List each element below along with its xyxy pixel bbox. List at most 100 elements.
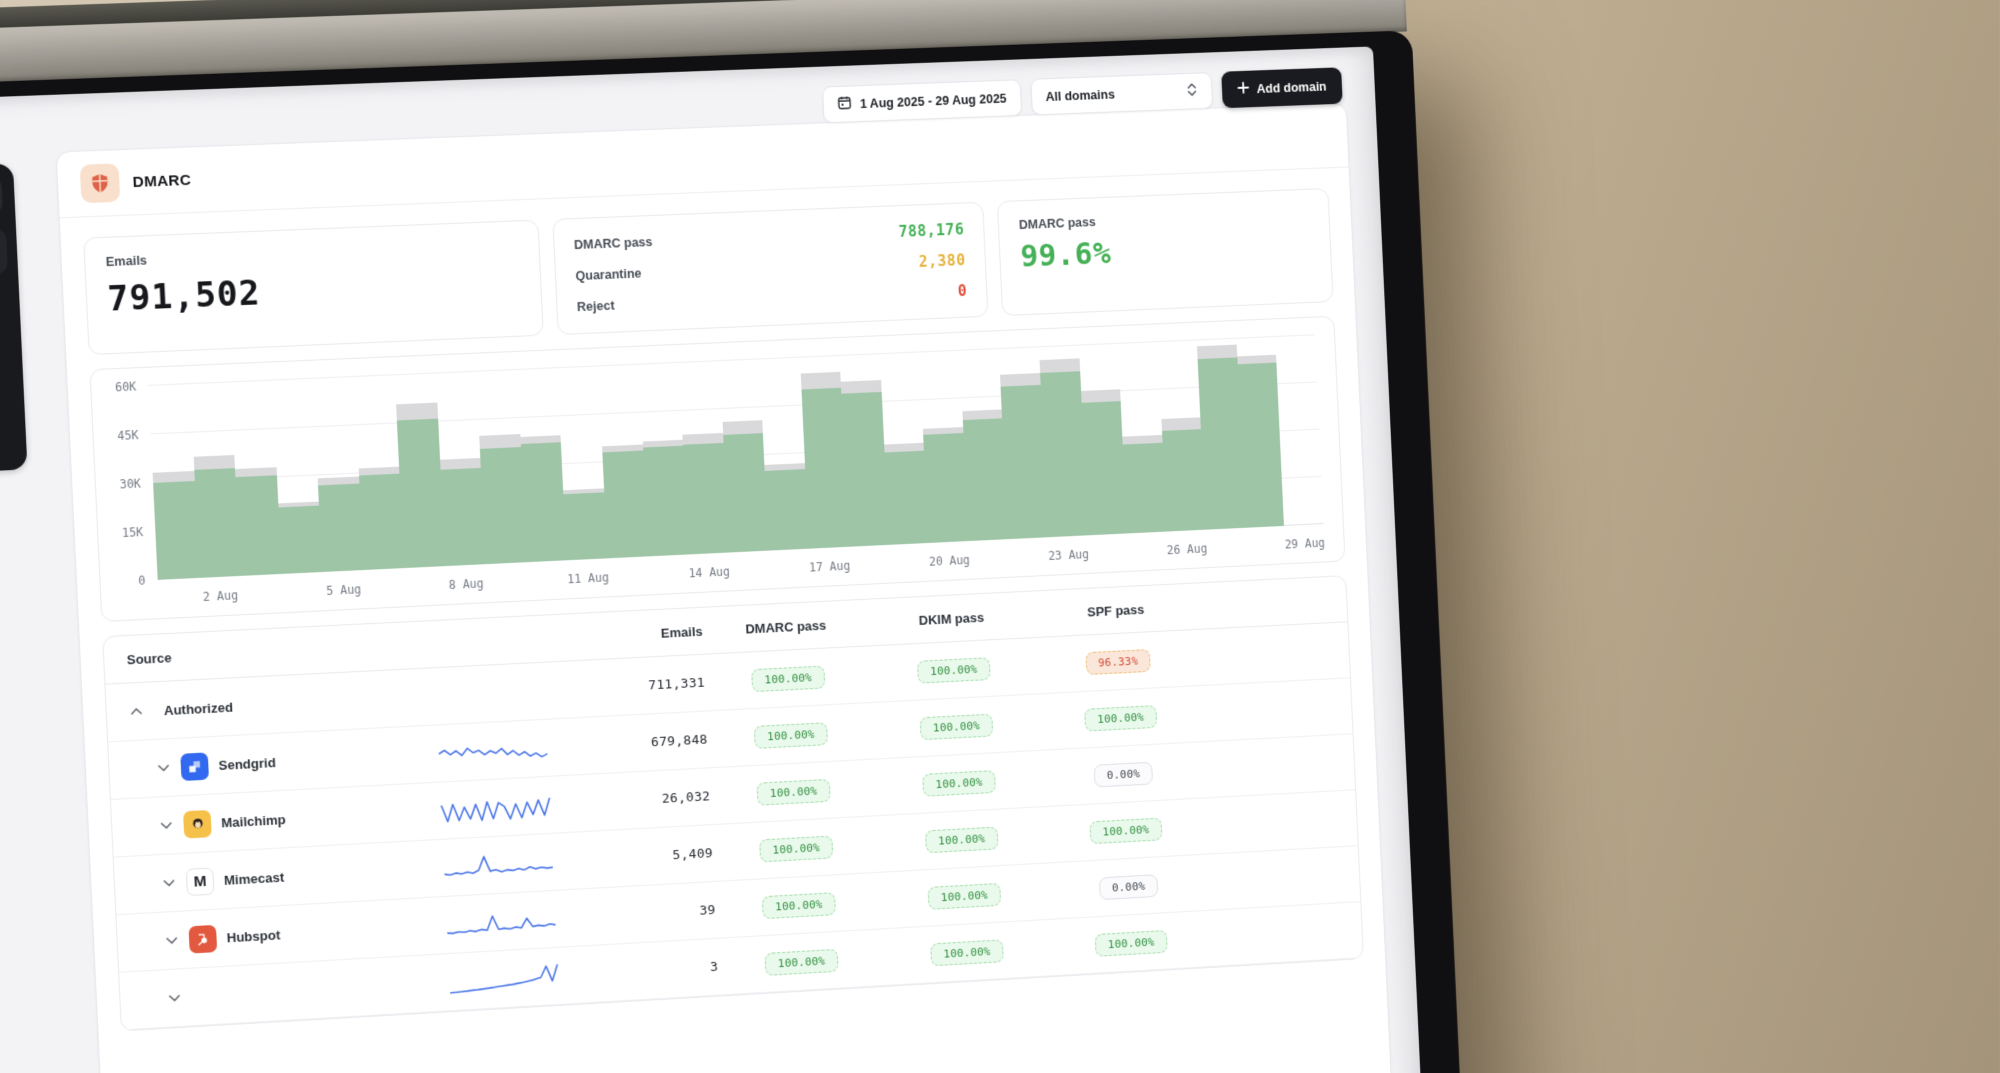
dmarc-pass-cell: 100.00% bbox=[704, 663, 871, 694]
dkim-pass-cell: 100.00% bbox=[871, 654, 1037, 685]
panel-header: DMARC bbox=[56, 103, 1349, 219]
spf-pass-badge: 100.00% bbox=[1094, 929, 1168, 957]
row-expand-chevron-icon[interactable] bbox=[162, 878, 177, 887]
row-expand-chevron-icon[interactable] bbox=[167, 994, 182, 1003]
dkim-pass-cell: 100.00% bbox=[881, 880, 1047, 912]
sources-table: Source Emails DMARC pass DKIM pass SPF p… bbox=[102, 575, 1364, 1032]
source-cell: Hubspot bbox=[140, 913, 427, 956]
emails-value: 711,331 bbox=[648, 675, 706, 693]
sparkline bbox=[415, 690, 565, 698]
dmarc-dashboard-app: 1 Aug 2025 - 29 Aug 2025 All domains bbox=[0, 46, 1431, 1073]
domain-filter-select[interactable]: All domains bbox=[1030, 72, 1213, 116]
spf-pass-cell: 0.00% bbox=[1046, 871, 1211, 903]
monitor-bezel: 1 Aug 2025 - 29 Aug 2025 All domains bbox=[0, 31, 1469, 1073]
emails-value: 679,848 bbox=[650, 731, 709, 750]
workspace-switcher-button[interactable] bbox=[0, 175, 3, 215]
emails-value: 26,032 bbox=[661, 788, 711, 807]
emails-total: 791,502 bbox=[106, 273, 262, 320]
dmarc-pass-cell: 100.00% bbox=[707, 719, 874, 751]
emails-stat-card: Emails 791,502 bbox=[83, 219, 544, 356]
pass-rate-card: DMARC pass 99.6% bbox=[997, 187, 1334, 317]
hubspot-icon bbox=[188, 924, 218, 954]
column-spf-pass: SPF pass bbox=[1086, 601, 1145, 620]
dmarc-pass-badge: 100.00% bbox=[759, 835, 834, 862]
row-expand-chevron-icon[interactable] bbox=[164, 936, 179, 945]
dkim-pass-badge: 100.00% bbox=[922, 769, 996, 797]
quarantine-row: Quarantine 2,380 bbox=[575, 251, 966, 285]
domain-filter-value: All domains bbox=[1045, 87, 1116, 104]
row-expand-chevron-icon[interactable] bbox=[159, 821, 174, 830]
sparkline bbox=[422, 844, 574, 886]
dmarc-shield-icon bbox=[79, 163, 121, 204]
date-range-picker[interactable]: 1 Aug 2025 - 29 Aug 2025 bbox=[821, 79, 1023, 124]
dmarc-pass-row: DMARC pass 788,176 bbox=[574, 220, 965, 254]
source-cell bbox=[143, 979, 429, 1003]
source-name: Hubspot bbox=[226, 926, 281, 945]
dmarc-pass-cell: 100.00% bbox=[712, 833, 879, 865]
emails-value: 5,409 bbox=[672, 845, 714, 863]
emails-value: 3 bbox=[709, 959, 719, 975]
quarantine-count: 2,380 bbox=[918, 251, 967, 271]
date-range-label: 1 Aug 2025 - 29 Aug 2025 bbox=[859, 91, 1007, 111]
dkim-pass-cell: 100.00% bbox=[876, 767, 1042, 799]
sparkline bbox=[425, 901, 577, 944]
row-expand-chevron-icon[interactable] bbox=[156, 763, 171, 772]
quarantine-label: Quarantine bbox=[575, 266, 642, 284]
dmarc-pass-badge: 100.00% bbox=[761, 891, 836, 919]
reject-label: Reject bbox=[576, 298, 615, 315]
chevron-up-down-icon bbox=[1185, 82, 1198, 101]
source-name: Sendgrid bbox=[218, 754, 277, 773]
source-cell: M Mimecast bbox=[137, 855, 424, 898]
pass-rate-label: DMARC pass bbox=[1018, 215, 1096, 233]
sparkline bbox=[420, 787, 572, 829]
emails-chart-card: 0 15K 30K 45K 60K 2 Aug 5 Aug 8 Aug 11 Aug 14 Au… bbox=[89, 315, 1346, 623]
sparkline bbox=[417, 730, 569, 772]
dkim-pass-badge: 100.00% bbox=[927, 882, 1002, 910]
dkim-pass-badge: 100.00% bbox=[917, 656, 991, 684]
dkim-pass-cell: 100.00% bbox=[873, 711, 1039, 742]
spf-pass-cell: 0.00% bbox=[1041, 758, 1206, 789]
calendar-icon bbox=[837, 95, 852, 112]
sidebar-item[interactable] bbox=[0, 227, 8, 278]
dkim-pass-badge: 100.00% bbox=[924, 826, 999, 853]
sparkline bbox=[428, 958, 580, 1001]
page-title: DMARC bbox=[132, 171, 192, 191]
dkim-pass-badge: 100.00% bbox=[919, 713, 994, 740]
dmarc-pass-badge: 100.00% bbox=[756, 778, 831, 806]
pass-rate-value: 99.6% bbox=[1019, 236, 1112, 275]
monitor: 1 Aug 2025 - 29 Aug 2025 All domains bbox=[0, 0, 1469, 1073]
spf-pass-cell: 100.00% bbox=[1049, 927, 1214, 959]
dmarc-breakdown-card: DMARC pass 788,176 Quarantine 2,380 Reje… bbox=[551, 201, 989, 336]
chart-bars bbox=[148, 335, 1323, 580]
row-expand-chevron-icon[interactable] bbox=[129, 707, 144, 716]
dkim-pass-badge: 100.00% bbox=[930, 938, 1004, 966]
source-cell: Sendgrid bbox=[131, 741, 418, 783]
dmarc-pass-badge: 100.00% bbox=[753, 721, 828, 749]
sidebar bbox=[0, 163, 28, 475]
column-source: Source bbox=[126, 649, 173, 667]
spf-pass-badge: 96.33% bbox=[1084, 648, 1152, 675]
dkim-pass-cell: 100.00% bbox=[884, 936, 1050, 968]
screen: 1 Aug 2025 - 29 Aug 2025 All domains bbox=[0, 46, 1431, 1073]
dkim-pass-cell: 100.00% bbox=[879, 824, 1045, 856]
dmarc-pass-count: 788,176 bbox=[898, 220, 965, 241]
emails-value: 39 bbox=[699, 902, 717, 919]
dmarc-pass-cell: 100.00% bbox=[710, 776, 877, 808]
source-name: Authorized bbox=[163, 699, 234, 718]
reject-row: Reject 0 bbox=[577, 282, 968, 316]
source-name: Mimecast bbox=[223, 869, 285, 888]
column-dkim-pass: DKIM pass bbox=[918, 609, 985, 628]
spf-pass-cell: 96.33% bbox=[1036, 646, 1201, 677]
sendgrid-icon bbox=[180, 751, 209, 781]
add-domain-label: Add domain bbox=[1256, 79, 1327, 96]
add-domain-button[interactable]: Add domain bbox=[1220, 67, 1343, 109]
spf-pass-cell: 100.00% bbox=[1043, 815, 1208, 847]
mimecast-icon: M bbox=[185, 866, 215, 896]
dmarc-panel: DMARC Emails 791,502 DMARC pass 78 bbox=[55, 102, 1403, 1073]
column-dmarc-pass: DMARC pass bbox=[745, 617, 827, 637]
source-name: Mailchimp bbox=[220, 811, 287, 831]
column-sparkline bbox=[413, 638, 563, 645]
table-body: Authorized 711,331 100.00% 100.00% 96.33… bbox=[105, 622, 1363, 1031]
chart-plot: 2 Aug 5 Aug 8 Aug 11 Aug 14 Aug 17 Aug 20 Aug 2… bbox=[148, 334, 1325, 604]
source-cell: Authorized bbox=[129, 690, 415, 720]
